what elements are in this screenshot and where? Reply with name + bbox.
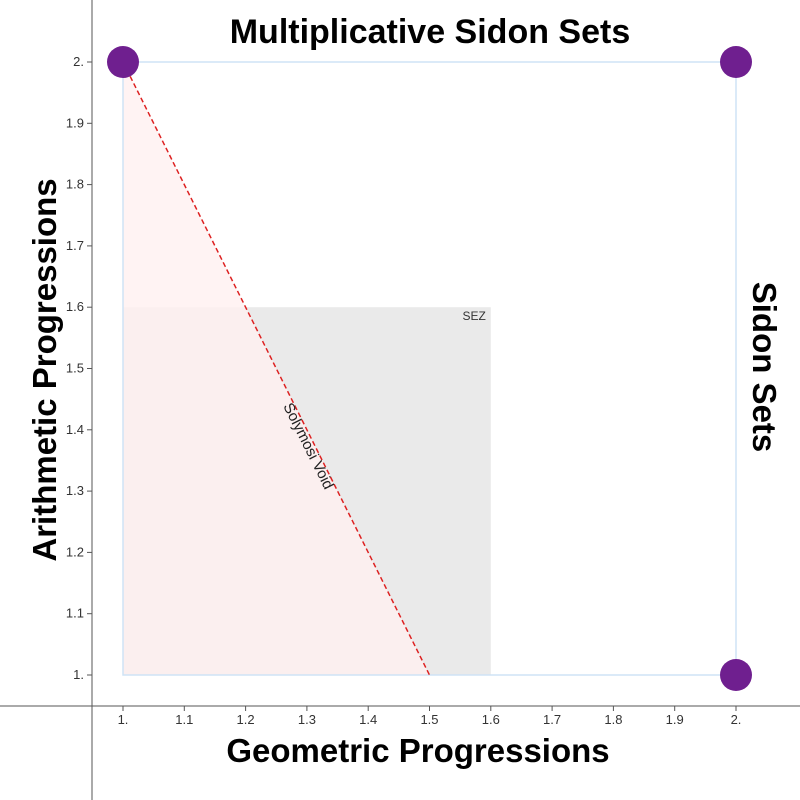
y-tick-label: 1.6 bbox=[66, 299, 84, 314]
y-tick-label: 1.9 bbox=[66, 115, 84, 130]
x-tick-label: 1.1 bbox=[175, 712, 193, 727]
x-tick-label: 1.3 bbox=[298, 712, 316, 727]
y-tick-label: 1.7 bbox=[66, 238, 84, 253]
chart-title: Multiplicative Sidon Sets bbox=[230, 13, 631, 51]
x-tick-label: 1.4 bbox=[359, 712, 377, 727]
x-tick-label: 1.8 bbox=[604, 712, 622, 727]
y-tick-label: 1.1 bbox=[66, 606, 84, 621]
sez-label: SEZ bbox=[462, 309, 485, 323]
x-tick-label: 2. bbox=[731, 712, 742, 727]
y-tick-label: 1.5 bbox=[66, 361, 84, 376]
right-axis-title: Sidon Sets bbox=[746, 282, 783, 453]
y-tick-label: 1.3 bbox=[66, 483, 84, 498]
x-tick-label: 1.2 bbox=[237, 712, 255, 727]
y-tick-label: 1.8 bbox=[66, 177, 84, 192]
frame-layer bbox=[122, 61, 737, 676]
x-axis-title: Geometric Progressions bbox=[226, 732, 609, 769]
y-tick-label: 2. bbox=[73, 54, 84, 69]
plot-frame bbox=[122, 61, 737, 676]
x-tick-label: 1. bbox=[118, 712, 129, 727]
regions-layer: SEZ bbox=[123, 62, 491, 675]
x-tick-label: 1.9 bbox=[666, 712, 684, 727]
solymosi-void-line bbox=[122, 61, 431, 676]
y-tick-label: 1.2 bbox=[66, 544, 84, 559]
data-point-2 bbox=[720, 659, 752, 691]
x-tick-label: 1.5 bbox=[420, 712, 438, 727]
y-tick-label: 1.4 bbox=[66, 422, 84, 437]
data-point-0 bbox=[107, 46, 139, 78]
y-axis-title: Arithmetic Progressions bbox=[26, 178, 63, 561]
data-point-1 bbox=[720, 46, 752, 78]
y-tick-label: 1. bbox=[73, 667, 84, 682]
ticks-layer: 1. 1.1 1.2 1.3 1.4 1.5 1.6 1.7 1.8 1.9 2. 1. 1.1 1.2 1… bbox=[66, 54, 742, 727]
x-tick-label: 1.7 bbox=[543, 712, 561, 727]
x-tick-label: 1.6 bbox=[482, 712, 500, 727]
points-layer bbox=[107, 46, 752, 691]
